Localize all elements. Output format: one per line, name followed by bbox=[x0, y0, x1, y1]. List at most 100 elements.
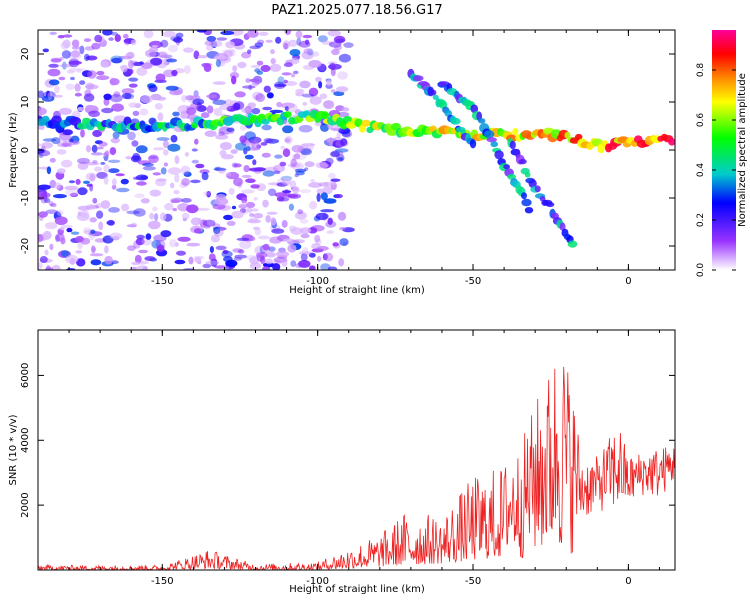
heatmap-cell bbox=[45, 265, 51, 270]
heatmap-cell bbox=[48, 63, 59, 68]
heatmap-cell bbox=[309, 96, 322, 105]
heatmap-cell bbox=[339, 238, 349, 247]
heatmap-cell bbox=[148, 154, 159, 164]
heatmap-cell bbox=[136, 181, 147, 186]
heatmap-cell bbox=[337, 211, 347, 221]
heatmap-cell bbox=[128, 77, 139, 82]
heatmap-cell bbox=[75, 250, 83, 254]
heatmap-cell bbox=[310, 225, 325, 232]
heatmap-cell bbox=[96, 75, 110, 81]
heatmap-cell bbox=[212, 99, 227, 106]
heatmap-cell bbox=[60, 237, 66, 245]
heatmap-cell bbox=[90, 259, 102, 266]
heatmap-cell bbox=[302, 102, 308, 106]
heatmap-cell bbox=[255, 93, 265, 103]
heatmap-cell bbox=[56, 149, 67, 155]
x-tick-label: 0 bbox=[625, 576, 631, 587]
heatmap-cell bbox=[139, 108, 149, 116]
heatmap-cell bbox=[294, 153, 301, 160]
heatmap-cell bbox=[230, 149, 238, 155]
heatmap-cell bbox=[104, 255, 113, 265]
heatmap-cell bbox=[287, 103, 298, 113]
heatmap-cell bbox=[528, 179, 537, 189]
heatmap-cell bbox=[131, 266, 137, 270]
heatmap-cell bbox=[183, 171, 192, 177]
heatmap-cell bbox=[265, 251, 276, 258]
heatmap-cell bbox=[112, 178, 117, 186]
y-tick-label: 6000 bbox=[20, 363, 31, 388]
heatmap-cell bbox=[114, 34, 122, 42]
heatmap-cell bbox=[225, 259, 238, 268]
heatmap-cell bbox=[41, 142, 53, 149]
heatmap-cell bbox=[67, 50, 82, 60]
heatmap-cell bbox=[328, 137, 333, 147]
heatmap-cell bbox=[196, 30, 207, 33]
heatmap-cell bbox=[302, 93, 315, 98]
heatmap-cell bbox=[235, 142, 247, 151]
heatmap-cell bbox=[281, 220, 288, 228]
heatmap-cell bbox=[177, 236, 191, 242]
heatmap-cell bbox=[215, 134, 229, 140]
heatmap-cell bbox=[290, 158, 298, 168]
x-tick-label: -100 bbox=[306, 576, 329, 587]
heatmap-cell bbox=[49, 243, 54, 251]
heatmap-cell bbox=[104, 245, 109, 254]
heatmap-cell bbox=[281, 179, 291, 186]
heatmap-cell bbox=[127, 59, 134, 69]
heatmap-cell bbox=[333, 91, 345, 97]
colorbar-tick-label: 0.0 bbox=[696, 263, 706, 278]
heatmap-cell bbox=[51, 264, 61, 270]
heatmap-cell bbox=[276, 196, 285, 202]
heatmap-cell bbox=[202, 219, 216, 227]
heatmap-cell bbox=[335, 38, 345, 43]
heatmap-cell bbox=[159, 212, 167, 221]
heatmap-cell bbox=[281, 258, 288, 267]
heatmap-cell bbox=[206, 35, 217, 42]
heatmap-cell bbox=[245, 178, 256, 183]
heatmap-cell bbox=[339, 227, 346, 231]
heatmap-cell bbox=[216, 37, 228, 41]
heatmap-cell bbox=[302, 247, 309, 255]
heatmap-cell bbox=[54, 182, 61, 190]
x-tick-label: -150 bbox=[151, 276, 174, 287]
heatmap-cell bbox=[203, 191, 211, 197]
heatmap-cell bbox=[243, 165, 250, 173]
heatmap-cell bbox=[284, 30, 292, 36]
heatmap-cell bbox=[284, 136, 293, 144]
heatmap-cell bbox=[136, 265, 148, 270]
heatmap-cell bbox=[57, 168, 66, 174]
heatmap-cell bbox=[486, 137, 497, 143]
heatmap-cell bbox=[62, 39, 71, 49]
heatmap-cell bbox=[326, 230, 335, 234]
heatmap-cell bbox=[255, 252, 268, 259]
heatmap-cell bbox=[291, 144, 304, 153]
heatmap-cell bbox=[71, 46, 81, 50]
heatmap-cell bbox=[257, 39, 265, 45]
heatmap-cell bbox=[260, 142, 268, 146]
heatmap-cell bbox=[212, 81, 226, 85]
heatmap-cell bbox=[101, 107, 114, 114]
heatmap-cell bbox=[567, 240, 578, 248]
heatmap-cell bbox=[57, 35, 65, 39]
heatmap-cell bbox=[108, 168, 120, 174]
heatmap-cell bbox=[262, 199, 269, 208]
heatmap-cell bbox=[274, 154, 283, 159]
heatmap-cell bbox=[77, 205, 91, 211]
heatmap-cell bbox=[265, 258, 273, 265]
heatmap-cell bbox=[65, 83, 75, 91]
heatmap-cell bbox=[71, 39, 80, 48]
heatmap-cell bbox=[192, 98, 205, 106]
heatmap-cell bbox=[45, 267, 54, 270]
heatmap-cell bbox=[242, 85, 256, 89]
y-tick-label: -10 bbox=[20, 190, 31, 206]
heatmap-cell bbox=[128, 83, 138, 88]
heatmap-cell bbox=[320, 123, 330, 132]
heatmap-cell bbox=[83, 227, 92, 233]
heatmap-cell bbox=[110, 94, 123, 103]
heatmap-cell bbox=[253, 196, 258, 201]
heatmap-cell bbox=[89, 217, 97, 223]
heatmap-cell bbox=[261, 124, 272, 131]
heatmap-cell bbox=[167, 143, 181, 152]
y-tick-label: 2000 bbox=[20, 492, 31, 517]
heatmap-cell bbox=[206, 94, 217, 99]
